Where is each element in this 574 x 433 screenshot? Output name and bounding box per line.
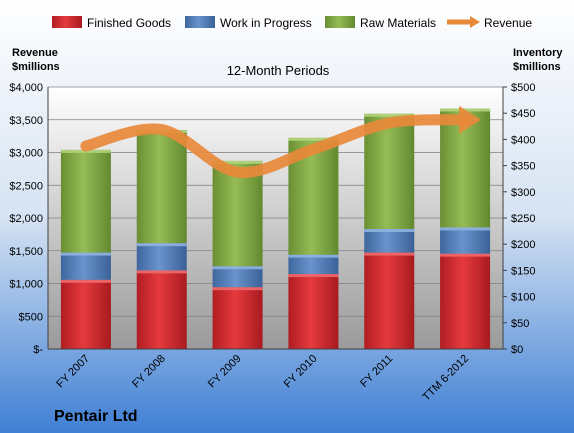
left-axis-title-line2: $millions (12, 61, 60, 73)
left-tick-label: $500 (19, 311, 43, 323)
left-tick-label: $2,000 (9, 213, 43, 225)
right-tick-label: $150 (511, 265, 535, 277)
left-tick-label: $1,500 (9, 246, 43, 258)
right-tick-label: $400 (511, 134, 535, 146)
left-tick-label: $1,000 (9, 279, 43, 291)
legend-swatch-finished-goods (52, 16, 82, 28)
bar-finished-goods (212, 287, 263, 349)
bar-work-in-progress (364, 229, 415, 253)
legend-label-raw-materials: Raw Materials (360, 16, 436, 30)
legend-swatch-work-in-progress (185, 16, 215, 28)
left-axis-title-line1: Revenue (12, 47, 58, 59)
left-tick-label: $3,500 (9, 115, 43, 127)
bar-work-in-progress-cap (440, 227, 491, 231)
right-tick-label: $50 (511, 318, 529, 330)
legend-arrow-revenue (470, 16, 480, 28)
bar-work-in-progress-cap (288, 254, 339, 258)
bar-work-in-progress (212, 266, 263, 288)
bar-raw-materials (60, 149, 111, 253)
legend-label-revenue: Revenue (484, 16, 532, 30)
bar-finished-goods-cap (212, 287, 263, 291)
bar-finished-goods-cap (288, 274, 339, 278)
right-tick-label: $450 (511, 108, 535, 120)
bar-work-in-progress-cap (136, 243, 187, 247)
bar-finished-goods (60, 279, 111, 349)
bar-finished-goods-cap (364, 252, 415, 256)
right-axis-title-line1: Inventory (513, 47, 563, 59)
right-tick-label: $250 (511, 213, 535, 225)
revenue-line-group (80, 105, 482, 179)
revenue-line (80, 114, 471, 179)
bar-finished-goods-cap (136, 270, 187, 274)
bar-finished-goods-cap (60, 279, 111, 283)
bar-raw-materials (212, 160, 263, 267)
legend: Finished Goods Work in Progress Raw Mate… (52, 16, 532, 30)
bar-finished-goods (288, 274, 339, 349)
legend-label-work-in-progress: Work in Progress (220, 16, 312, 30)
bar-work-in-progress (60, 252, 111, 280)
bar-finished-goods (440, 253, 491, 349)
left-tick-label: $- (33, 344, 43, 356)
bar-raw-materials-cap (212, 160, 263, 164)
bar-finished-goods-cap (440, 253, 491, 257)
bar-work-in-progress-cap (60, 252, 111, 256)
left-tick-label: $4,000 (9, 82, 43, 94)
chart-title: 12-Month Periods (227, 63, 330, 78)
right-tick-label: $0 (511, 344, 523, 356)
bar-raw-materials-cap (288, 137, 339, 141)
company-name: Pentair Ltd (54, 408, 138, 425)
revenue-line-arrowhead (459, 105, 482, 134)
right-tick-label: $500 (511, 82, 535, 94)
bars-group (60, 108, 491, 349)
bar-raw-materials-cap (364, 113, 415, 117)
bar-work-in-progress-cap (212, 266, 263, 270)
right-tick-label: $350 (511, 161, 535, 173)
right-tick-label: $300 (511, 187, 535, 199)
bar-finished-goods (364, 252, 415, 349)
bar-finished-goods (136, 270, 187, 349)
left-tick-label: $3,000 (9, 148, 43, 160)
legend-swatch-raw-materials (325, 16, 355, 28)
bar-raw-materials (136, 129, 187, 244)
legend-label-finished-goods: Finished Goods (87, 16, 171, 30)
right-axis-title-line2: $millions (513, 61, 561, 73)
bar-work-in-progress (288, 254, 339, 275)
right-tick-label: $200 (511, 239, 535, 251)
left-tick-label: $2,500 (9, 180, 43, 192)
bar-work-in-progress (136, 243, 187, 271)
right-tick-label: $100 (511, 292, 535, 304)
bar-work-in-progress-cap (364, 229, 415, 233)
bar-work-in-progress (440, 227, 491, 254)
